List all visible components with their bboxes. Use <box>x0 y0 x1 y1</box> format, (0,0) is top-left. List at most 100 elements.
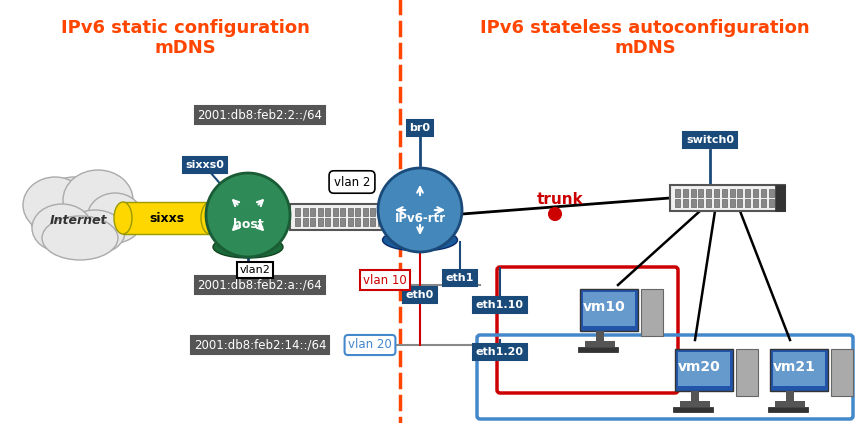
Bar <box>333 208 337 216</box>
Bar <box>385 208 390 216</box>
Text: vlan2: vlan2 <box>240 265 270 275</box>
Text: switch0: switch0 <box>686 135 734 145</box>
Bar <box>691 391 699 401</box>
Bar <box>580 289 638 331</box>
Text: vlan 10: vlan 10 <box>363 274 407 286</box>
Ellipse shape <box>87 193 143 243</box>
Bar <box>691 199 696 207</box>
Bar <box>596 331 604 341</box>
Bar <box>729 199 734 207</box>
Bar <box>673 407 713 412</box>
Bar <box>777 189 782 197</box>
Bar <box>325 218 330 226</box>
Text: eth1: eth1 <box>445 273 474 283</box>
Circle shape <box>378 168 462 252</box>
Bar <box>585 341 615 347</box>
Bar <box>578 347 618 352</box>
Bar <box>295 218 300 226</box>
Text: vlan 2: vlan 2 <box>334 176 370 189</box>
Bar <box>761 199 765 207</box>
Bar <box>317 208 322 216</box>
Bar <box>583 292 635 326</box>
Bar <box>773 352 825 386</box>
Bar <box>340 218 345 226</box>
Bar <box>670 185 785 211</box>
Ellipse shape <box>114 202 132 234</box>
Ellipse shape <box>30 177 120 253</box>
Text: 2001:db8:feb2:14::/64: 2001:db8:feb2:14::/64 <box>194 338 326 352</box>
Bar <box>761 189 765 197</box>
Bar <box>753 189 758 197</box>
Bar <box>290 204 400 230</box>
Ellipse shape <box>201 202 219 234</box>
Bar <box>714 199 719 207</box>
Circle shape <box>206 173 290 257</box>
Bar <box>722 199 727 207</box>
Text: vlan 20: vlan 20 <box>348 338 392 352</box>
Bar <box>737 199 742 207</box>
Text: 2001:db8:feb2:a::/64: 2001:db8:feb2:a::/64 <box>198 278 322 291</box>
Bar <box>722 189 727 197</box>
Bar <box>706 189 711 197</box>
Bar <box>786 391 794 401</box>
Bar <box>746 189 750 197</box>
Text: IPv6 stateless autoconfiguration
mDNS: IPv6 stateless autoconfiguration mDNS <box>480 19 810 58</box>
Bar <box>310 208 315 216</box>
Bar <box>363 208 367 216</box>
Bar <box>378 218 383 226</box>
Bar <box>310 218 315 226</box>
Bar <box>698 199 703 207</box>
Text: trunk: trunk <box>537 192 583 208</box>
Bar <box>769 199 774 207</box>
Ellipse shape <box>383 229 458 251</box>
Bar <box>378 208 383 216</box>
Bar <box>355 208 360 216</box>
Ellipse shape <box>32 204 92 252</box>
Bar <box>392 218 397 226</box>
Text: eth0: eth0 <box>406 290 434 300</box>
Circle shape <box>549 208 561 220</box>
Bar <box>683 199 688 207</box>
Bar <box>333 218 337 226</box>
Text: IPv6-rtr: IPv6-rtr <box>395 212 445 225</box>
Text: Internet: Internet <box>49 214 107 226</box>
Bar <box>698 189 703 197</box>
Text: vm21: vm21 <box>772 360 815 374</box>
Bar <box>390 204 400 230</box>
Bar <box>370 208 375 216</box>
Bar <box>683 189 688 197</box>
Bar <box>706 199 711 207</box>
Ellipse shape <box>65 210 125 254</box>
Bar <box>363 218 367 226</box>
Ellipse shape <box>63 170 133 230</box>
Text: eth1.20: eth1.20 <box>476 347 524 357</box>
Bar <box>769 189 774 197</box>
Bar <box>768 407 808 412</box>
Text: vm10: vm10 <box>582 300 625 314</box>
Bar <box>770 349 828 391</box>
Text: sixxs0: sixxs0 <box>186 160 224 170</box>
Bar <box>714 189 719 197</box>
Bar <box>775 185 785 211</box>
Bar <box>370 218 375 226</box>
Bar <box>691 189 696 197</box>
Bar <box>831 349 853 396</box>
Bar <box>641 289 663 336</box>
Bar <box>729 189 734 197</box>
Text: eth1.10: eth1.10 <box>476 300 524 310</box>
Bar <box>123 202 210 234</box>
Text: sixxs: sixxs <box>149 212 184 225</box>
Bar <box>775 401 805 407</box>
Bar <box>392 208 397 216</box>
Bar <box>737 189 742 197</box>
Text: br0: br0 <box>409 123 431 133</box>
Bar <box>317 218 322 226</box>
Bar <box>303 218 308 226</box>
Text: vm20: vm20 <box>678 360 721 374</box>
Bar <box>347 218 353 226</box>
Bar <box>753 199 758 207</box>
Bar <box>736 349 758 396</box>
Bar <box>678 352 730 386</box>
Bar <box>303 208 308 216</box>
Ellipse shape <box>42 216 118 260</box>
